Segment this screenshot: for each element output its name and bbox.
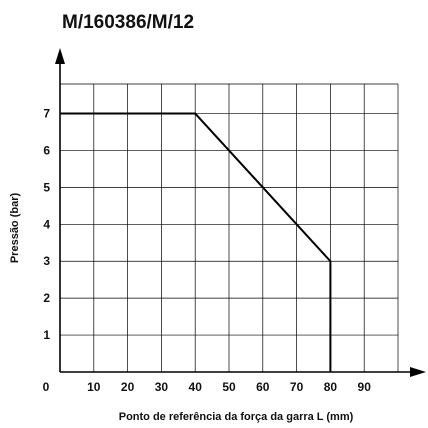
x-tick-label: 30	[155, 380, 169, 394]
y-axis-arrow	[55, 48, 65, 64]
x-tick-label: 0	[43, 380, 50, 394]
x-tick-label: 90	[358, 380, 372, 394]
y-tick-label: 6	[43, 143, 50, 157]
x-tick-label: 20	[121, 380, 135, 394]
y-axis-label: Pressão (bar)	[9, 193, 21, 264]
series-line	[60, 112, 332, 372]
x-axis-arrow	[410, 367, 426, 377]
y-tick-label: 2	[43, 291, 50, 305]
x-tick-label: 60	[256, 380, 270, 394]
grid	[60, 83, 399, 372]
y-tick-label: 3	[43, 254, 50, 268]
y-tick-labels: 1 2 3 4 5 6 7	[43, 107, 50, 343]
y-tick-label: 1	[43, 328, 50, 342]
y-tick-label: 5	[43, 180, 50, 194]
x-tick-label: 80	[324, 380, 338, 394]
chart-title: M/160386/M/12	[62, 12, 194, 33]
x-tick-label: 50	[222, 380, 236, 394]
x-tick-labels: 0 10 20 30 40 50 60 70 80 90	[43, 380, 372, 394]
x-axis-label: Ponto de referência da força da garra L …	[119, 411, 354, 423]
y-tick-label: 7	[43, 107, 50, 121]
y-tick-label: 4	[43, 217, 50, 231]
x-tick-label: 10	[87, 380, 101, 394]
x-tick-label: 70	[290, 380, 304, 394]
x-tick-label: 40	[189, 380, 203, 394]
